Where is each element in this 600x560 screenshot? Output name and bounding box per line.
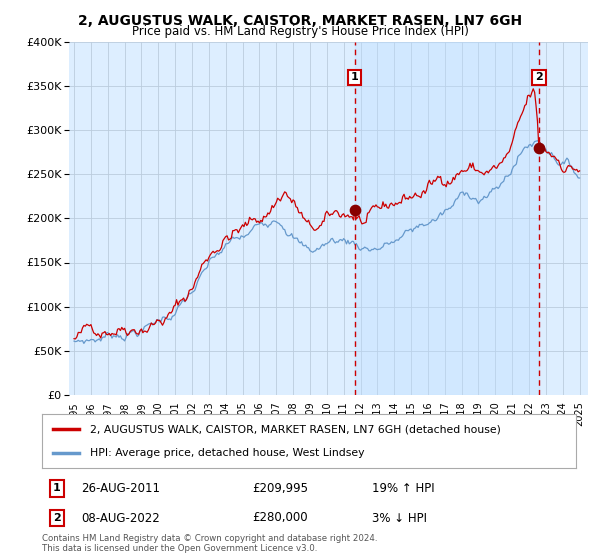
- Point: [535, 143, 544, 152]
- Text: 08-AUG-2022: 08-AUG-2022: [81, 511, 160, 525]
- Text: 2, AUGUSTUS WALK, CAISTOR, MARKET RASEN, LN7 6GH: 2, AUGUSTUS WALK, CAISTOR, MARKET RASEN,…: [78, 14, 522, 28]
- Text: Contains HM Land Registry data © Crown copyright and database right 2024.
This d: Contains HM Land Registry data © Crown c…: [42, 534, 377, 553]
- Text: 2: 2: [53, 513, 61, 523]
- Text: 3% ↓ HPI: 3% ↓ HPI: [372, 511, 427, 525]
- Text: 19% ↑ HPI: 19% ↑ HPI: [372, 482, 434, 495]
- Text: £280,000: £280,000: [252, 511, 308, 525]
- Text: Price paid vs. HM Land Registry's House Price Index (HPI): Price paid vs. HM Land Registry's House …: [131, 25, 469, 38]
- Text: HPI: Average price, detached house, West Lindsey: HPI: Average price, detached house, West…: [90, 447, 365, 458]
- Text: 1: 1: [53, 483, 61, 493]
- Bar: [355, 42, 539, 395]
- Point: [350, 205, 359, 214]
- Text: £209,995: £209,995: [252, 482, 308, 495]
- Text: 1: 1: [351, 72, 358, 82]
- Text: 2: 2: [535, 72, 543, 82]
- Text: 2, AUGUSTUS WALK, CAISTOR, MARKET RASEN, LN7 6GH (detached house): 2, AUGUSTUS WALK, CAISTOR, MARKET RASEN,…: [90, 424, 501, 435]
- Text: 26-AUG-2011: 26-AUG-2011: [81, 482, 160, 495]
